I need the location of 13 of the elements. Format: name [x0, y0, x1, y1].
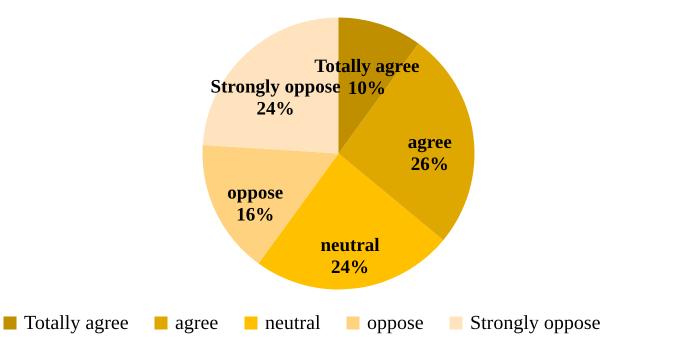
legend-label: neutral — [265, 312, 321, 334]
legend-label: Strongly oppose — [470, 312, 601, 334]
data-label: 10% — [348, 78, 386, 100]
slice-label: neutral — [320, 234, 380, 256]
legend-label: agree — [175, 312, 218, 334]
legend-label: Totally agree — [24, 312, 129, 334]
data-label: 16% — [236, 204, 274, 226]
slice-label: agree — [408, 132, 452, 153]
slice-label: oppose — [227, 182, 284, 204]
data-label: 24% — [331, 256, 370, 278]
legend-label: oppose — [367, 312, 424, 334]
data-label: 24% — [256, 98, 295, 120]
data-label: 26% — [410, 154, 449, 175]
